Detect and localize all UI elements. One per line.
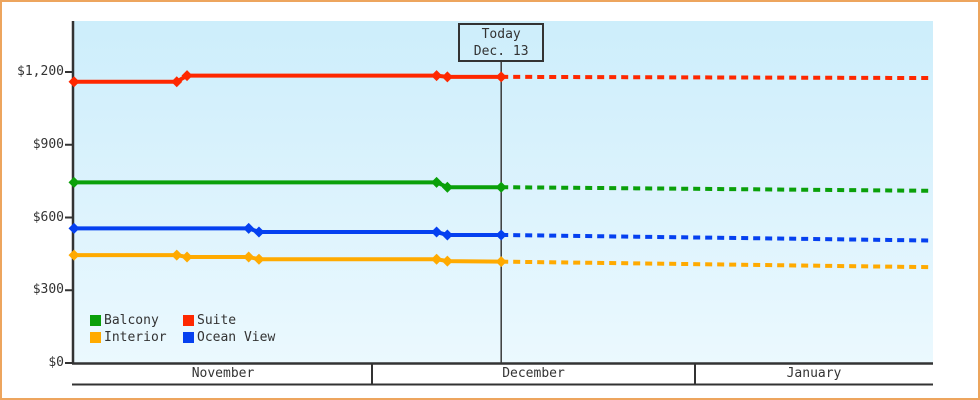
- legend-item: Interior: [90, 330, 183, 345]
- y-axis-tick-label: $300: [32, 282, 64, 298]
- x-axis-month-december: December: [502, 366, 565, 381]
- legend-label: Suite: [197, 313, 237, 328]
- legend-swatch-balcony: [90, 315, 101, 326]
- legend-swatch-ocean-view: [183, 332, 194, 343]
- y-axis-tick-label: $1,200: [17, 64, 64, 79]
- today-label: Today: [481, 27, 521, 42]
- chart-legend: Balcony Suite Interior Ocean View: [90, 313, 275, 345]
- legend-label: Balcony: [104, 313, 159, 328]
- legend-label: Ocean View: [197, 330, 276, 345]
- x-axis-month-january: January: [786, 366, 842, 381]
- legend-item: Balcony: [90, 313, 183, 328]
- legend-swatch-suite: [183, 315, 194, 326]
- x-axis-month-november: November: [191, 366, 255, 381]
- legend-label: Interior: [104, 330, 167, 345]
- y-axis-tick-label: $900: [32, 136, 64, 152]
- y-axis-tick-label: $600: [32, 209, 64, 225]
- legend-item: Suite: [183, 313, 275, 328]
- legend-item: Ocean View: [183, 330, 275, 345]
- y-axis-tick-label: $0: [48, 355, 64, 370]
- today-marker-box: Today Dec. 13: [458, 23, 545, 62]
- today-date-label: Dec. 13: [473, 44, 529, 59]
- legend-swatch-interior: [90, 332, 101, 343]
